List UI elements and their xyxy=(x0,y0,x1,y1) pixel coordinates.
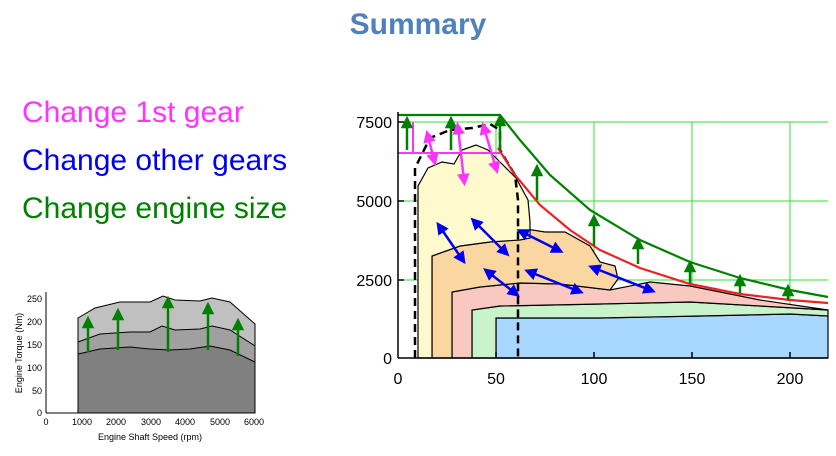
main-x-tick: 200 xyxy=(777,371,804,388)
bullet-change-first-gear: Change 1st gear xyxy=(22,96,244,129)
inset-y-tick: 150 xyxy=(27,340,42,350)
main-x-tick: 0 xyxy=(394,371,403,388)
inset-x-tick: 2000 xyxy=(106,417,126,427)
main-y-tick: 5000 xyxy=(356,194,392,211)
inset-x-tick: 3000 xyxy=(141,417,161,427)
red-envelope xyxy=(497,147,829,305)
main-axes xyxy=(397,112,828,359)
inset-axes xyxy=(45,292,255,414)
inset-y-label: Engine Torque (Nm) xyxy=(14,313,24,393)
main-y-tick: 7500 xyxy=(356,115,392,132)
inset-y-tick: 200 xyxy=(27,317,42,327)
bullet-change-other-gears: Change other gears xyxy=(22,144,288,177)
inset-x-tick: 0 xyxy=(43,417,48,427)
first-gear-arrows xyxy=(423,121,501,187)
inset-y-tick: 0 xyxy=(37,408,42,418)
inset-x-tick: 1000 xyxy=(72,417,92,427)
main-y-tick: 0 xyxy=(383,351,392,368)
main-chart: 0 50 100 150 200 0 2500 5000 7500 xyxy=(356,112,829,388)
engine-region-base xyxy=(77,345,256,414)
inset-y-tick: 100 xyxy=(27,363,42,373)
inset-x-tick: 6000 xyxy=(244,417,264,427)
region-gear-5 xyxy=(495,313,829,359)
main-x-tick: 50 xyxy=(487,371,505,388)
page-title: Summary xyxy=(349,8,487,41)
inset-engine-chart: 0 1000 2000 3000 4000 5000 6000 0 50 100… xyxy=(14,292,264,442)
inset-y-tick: 250 xyxy=(27,294,42,304)
main-x-tick: 100 xyxy=(581,371,608,388)
green-envelope xyxy=(398,113,829,299)
engine-arrows xyxy=(81,295,245,356)
inset-x-tick: 5000 xyxy=(210,417,230,427)
main-y-tick: 2500 xyxy=(356,273,392,290)
inset-x-tick: 4000 xyxy=(175,417,195,427)
inset-x-label: Engine Shaft Speed (rpm) xyxy=(98,432,202,442)
inset-y-tick: 50 xyxy=(32,386,42,396)
bullet-change-engine-size: Change engine size xyxy=(22,192,288,225)
main-x-tick: 150 xyxy=(679,371,706,388)
other-gear-arrows xyxy=(436,217,656,297)
